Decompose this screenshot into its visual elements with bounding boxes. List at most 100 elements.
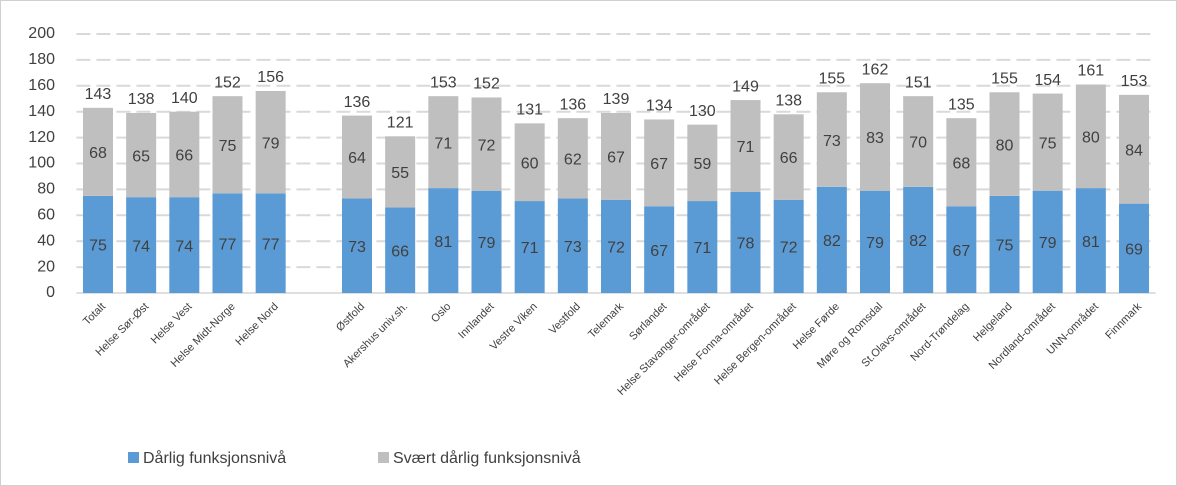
bar-segment: [557, 198, 588, 293]
data-label: 72: [780, 240, 798, 257]
total-label: 138: [775, 93, 802, 110]
data-label: 72: [478, 137, 496, 154]
legend-label: Svært dårlig funksjonsnivå: [393, 449, 581, 467]
y-tick-label: 180: [28, 51, 55, 68]
bar-segment: [601, 112, 631, 200]
bar-segment: [341, 115, 372, 199]
total-label: 153: [1121, 73, 1148, 90]
bar-segment: [428, 96, 459, 189]
data-label: 82: [909, 233, 927, 250]
bar-segment: [212, 96, 243, 194]
data-label: 77: [262, 236, 280, 253]
total-label: 149: [732, 78, 759, 95]
data-label: 75: [89, 238, 107, 255]
bar-segment: [82, 107, 113, 196]
bar-segment: [1032, 190, 1063, 293]
bar-segment: [687, 124, 718, 202]
bar-segment: [644, 206, 675, 293]
data-label: 79: [262, 135, 280, 152]
data-label: 66: [391, 243, 409, 260]
bar-segment: [82, 195, 113, 293]
data-label: 79: [866, 235, 884, 252]
data-label: 73: [348, 239, 366, 256]
total-label: 135: [948, 96, 975, 113]
total-label: 136: [559, 96, 586, 113]
bar-segment: [169, 111, 200, 198]
bar-segment: [126, 197, 157, 293]
data-label: 71: [434, 135, 452, 152]
data-label: 82: [823, 233, 841, 250]
bar-segment: [903, 186, 934, 293]
data-label: 79: [1039, 235, 1057, 252]
data-label: 59: [693, 156, 711, 173]
data-label: 73: [564, 239, 582, 256]
bar-segment: [471, 190, 502, 293]
bar-segment: [860, 83, 891, 191]
total-label: 152: [214, 74, 241, 91]
total-label: 140: [171, 90, 198, 107]
data-label: 83: [866, 130, 884, 147]
bar-segment: [730, 191, 761, 293]
bar-segment: [687, 201, 718, 293]
total-label: 138: [128, 91, 155, 108]
total-label: 131: [516, 102, 543, 119]
bar-segment: [601, 199, 631, 293]
data-label: 67: [952, 243, 970, 260]
data-label: 70: [909, 135, 927, 152]
bar-segment: [255, 90, 286, 194]
legend-label: Dårlig funksjonsnivå: [143, 449, 286, 467]
y-tick-label: 120: [28, 129, 55, 146]
bar-segment: [773, 199, 804, 293]
bar-segment: [1032, 93, 1063, 191]
bar-segment: [1075, 188, 1106, 293]
data-label: 62: [564, 152, 582, 169]
data-label: 71: [521, 240, 539, 257]
data-label: 73: [823, 133, 841, 150]
legend-swatch: [128, 452, 139, 463]
data-label: 80: [996, 137, 1014, 154]
bar-segment: [557, 118, 588, 199]
data-label: 66: [175, 148, 193, 165]
bar-segment: [514, 123, 545, 202]
y-tick-label: 80: [37, 181, 55, 198]
bar-segment: [816, 92, 847, 187]
y-tick-label: 140: [28, 103, 55, 120]
data-label: 69: [1125, 242, 1143, 259]
total-label: 152: [473, 76, 500, 93]
bar-segment: [730, 100, 761, 192]
data-label: 67: [650, 243, 668, 260]
bar-segment: [946, 206, 977, 293]
y-tick-label: 100: [28, 155, 55, 172]
data-label: 75: [1039, 135, 1057, 152]
y-tick-label: 0: [46, 284, 55, 301]
bar-segment: [428, 188, 459, 293]
data-label: 60: [521, 155, 539, 172]
legend-swatch: [378, 452, 389, 463]
data-label: 75: [996, 238, 1014, 255]
data-label: 64: [348, 150, 366, 167]
bar-segment: [989, 195, 1020, 293]
total-label: 151: [905, 74, 932, 91]
data-label: 71: [737, 139, 755, 156]
total-label: 154: [1034, 72, 1061, 89]
data-label: 67: [650, 156, 668, 173]
data-label: 55: [391, 165, 409, 182]
total-label: 143: [85, 86, 112, 103]
bar-segment: [471, 97, 502, 191]
total-label: 121: [387, 115, 414, 132]
total-label: 130: [689, 103, 716, 120]
bar-segment: [946, 118, 977, 207]
total-label: 161: [1077, 63, 1104, 80]
data-label: 78: [737, 236, 755, 253]
bar-segment: [773, 114, 804, 200]
bar-segment: [644, 119, 675, 207]
y-tick-label: 20: [37, 258, 55, 275]
bar-segment: [860, 190, 891, 293]
data-label: 68: [89, 145, 107, 162]
bar-segment: [1119, 203, 1150, 293]
data-label: 81: [434, 234, 452, 251]
data-label: 74: [132, 238, 150, 255]
data-label: 65: [132, 148, 150, 165]
data-label: 75: [219, 138, 237, 155]
